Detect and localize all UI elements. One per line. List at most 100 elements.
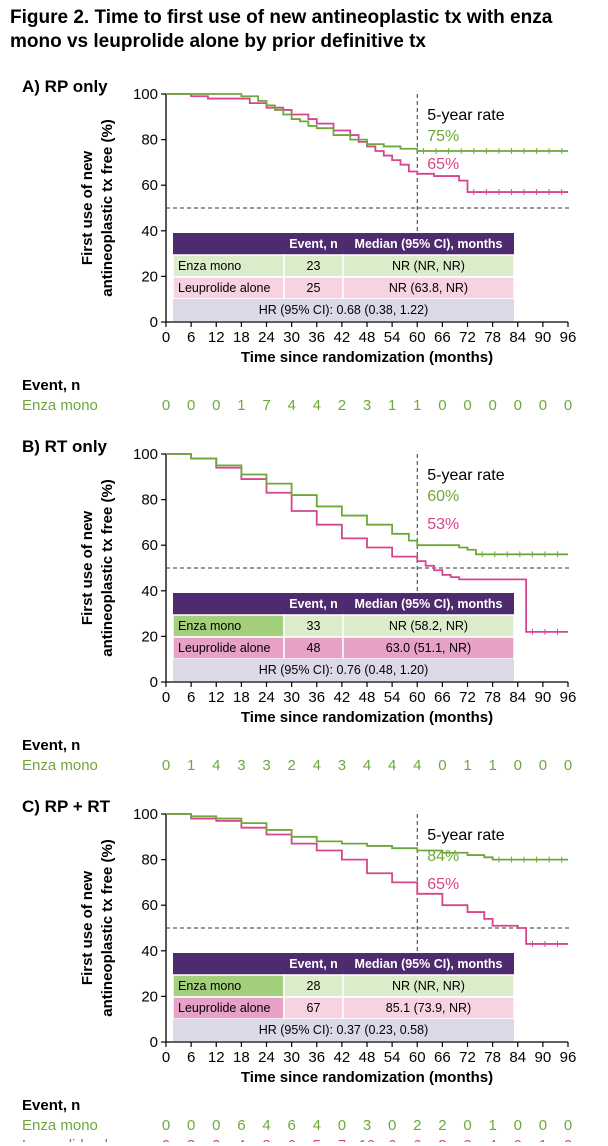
events-count-enza: 3	[338, 757, 346, 774]
events-title: Event, n	[22, 377, 80, 394]
events-count-enza: 0	[212, 397, 220, 414]
table-header-median: Median (95% CI), months	[355, 957, 503, 971]
events-count-enza: 3	[363, 1117, 371, 1134]
events-count-enza: 2	[438, 1117, 446, 1134]
events-count-leuprolide: 5	[313, 1137, 321, 1142]
x-tick-label: 48	[359, 329, 376, 346]
rate-title: 5-year rate	[427, 467, 504, 484]
events-count-leuprolide: 3	[187, 1137, 195, 1142]
events-count-enza: 0	[162, 757, 170, 774]
events-count-enza: 4	[413, 757, 421, 774]
x-tick-label: 54	[384, 689, 401, 706]
y-tick-label: 40	[141, 583, 158, 600]
y-tick-label: 40	[141, 943, 158, 960]
y-tick-label: 100	[133, 86, 158, 103]
events-count-enza: 4	[313, 1117, 321, 1134]
events-count-leuprolide: 0	[162, 777, 170, 778]
summary-table: Event, n Median (95% CI), months Enza mono…	[172, 953, 515, 1041]
table-hr-text: HR (95% CI): 0.76 (0.48, 1.20)	[259, 663, 429, 677]
table-header-events: Event, n	[289, 597, 338, 611]
events-count-leuprolide: 4	[212, 777, 220, 778]
events-count-enza: 0	[338, 1117, 346, 1134]
table-median-value: NR (NR, NR)	[392, 259, 465, 273]
x-tick-label: 60	[409, 329, 426, 346]
events-count-leuprolide: 0	[564, 417, 572, 418]
events-count-leuprolide: 4	[363, 777, 371, 778]
table-hr-text: HR (95% CI): 0.37 (0.23, 0.58)	[259, 1023, 429, 1037]
events-count-leuprolide: 1	[438, 417, 446, 418]
table-events-value: 67	[307, 1001, 321, 1015]
events-count-enza: 4	[363, 757, 371, 774]
events-count-enza: 0	[514, 397, 522, 414]
y-tick-label: 60	[141, 897, 158, 914]
curve-enza-mono	[166, 93, 568, 152]
table-row-label: Leuprolide alone	[178, 281, 270, 295]
rate-enza: 60%	[427, 488, 459, 505]
events-count-enza: 3	[237, 757, 245, 774]
x-tick-label: 48	[359, 689, 376, 706]
table-hr-row	[173, 299, 514, 321]
x-tick-label: 66	[434, 1049, 451, 1066]
events-count-leuprolide: 0	[162, 1137, 170, 1142]
table-events-value: 28	[307, 979, 321, 993]
y-axis-title: First use of new antineoplastic tx free (…	[79, 119, 116, 297]
events-count-leuprolide: 2	[388, 417, 396, 418]
rate-leuprolide: 65%	[427, 156, 459, 173]
events-count-leuprolide: 1	[187, 417, 195, 418]
events-label-enza: Enza mono	[22, 1117, 98, 1134]
table-row-label: Enza mono	[178, 979, 241, 993]
x-tick-label: 36	[308, 329, 325, 346]
table-median-value: NR (63.8, NR)	[389, 281, 468, 295]
y-tick-label: 80	[141, 132, 158, 149]
x-tick-label: 66	[434, 689, 451, 706]
y-tick-label: 60	[141, 537, 158, 554]
x-tick-label: 42	[334, 1049, 351, 1066]
x-tick-label: 12	[208, 329, 225, 346]
x-tick-label: 30	[283, 1049, 300, 1066]
chart-panel-c: C) RP + RT First use of new antineoplastic…	[22, 797, 576, 1142]
events-count-enza: 2	[287, 757, 295, 774]
y-tick-label: 60	[141, 177, 158, 194]
y-tick-label: 20	[141, 628, 158, 645]
y-tick-label: 100	[133, 806, 158, 823]
table-median-value: NR (58.2, NR)	[389, 619, 468, 633]
events-count-enza: 0	[514, 757, 522, 774]
events-count-enza: 4	[388, 757, 396, 774]
x-tick-label: 54	[384, 329, 401, 346]
events-count-enza: 4	[313, 397, 321, 414]
x-tick-label: 78	[484, 689, 501, 706]
events-count-leuprolide: 8	[262, 1137, 270, 1142]
x-tick-label: 84	[509, 1049, 526, 1066]
x-tick-label: 0	[162, 329, 170, 346]
events-count-enza: 0	[187, 1117, 195, 1134]
events-label-enza: Enza mono	[22, 397, 98, 414]
x-tick-label: 60	[409, 689, 426, 706]
x-tick-label: 42	[334, 689, 351, 706]
events-count-enza: 0	[463, 397, 471, 414]
panel-rt-only: B) RT only First use of new antineoplastic…	[0, 432, 608, 778]
summary-table: Event, n Median (95% CI), months Enza mono…	[172, 593, 515, 681]
events-count-enza: 4	[262, 1117, 270, 1134]
events-count-leuprolide: 4	[388, 777, 396, 778]
events-count-leuprolide: 7	[338, 1137, 346, 1142]
y-axis-title-line2: antineoplastic tx free (%)	[99, 119, 116, 297]
x-tick-label: 36	[308, 689, 325, 706]
x-tick-label: 96	[560, 329, 577, 346]
events-count-leuprolide: 3	[338, 417, 346, 418]
events-count-leuprolide: 2	[463, 1137, 471, 1142]
events-count-leuprolide: 6	[413, 1137, 421, 1142]
y-axis-title-line1: First use of new	[79, 511, 96, 626]
panel-rp-only: A) RP only First use of new antineoplastic…	[0, 72, 608, 418]
events-count-enza: 4	[313, 757, 321, 774]
x-tick-label: 84	[509, 329, 526, 346]
rate-title: 5-year rate	[427, 827, 504, 844]
events-count-enza: 0	[539, 1117, 547, 1134]
table-median-value: 63.0 (51.1, NR)	[386, 641, 471, 655]
x-tick-label: 30	[283, 689, 300, 706]
table-header-row	[173, 953, 514, 975]
table-header-row	[173, 233, 514, 255]
y-tick-label: 20	[141, 988, 158, 1005]
x-tick-label: 72	[459, 329, 476, 346]
x-axis-title: Time since randomization (months)	[241, 1069, 493, 1086]
curve-leuprolide-alone	[166, 813, 568, 945]
